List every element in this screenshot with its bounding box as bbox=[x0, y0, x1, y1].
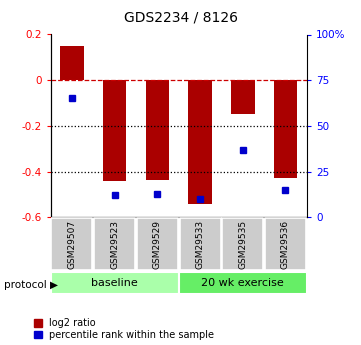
Text: GSM29529: GSM29529 bbox=[153, 219, 162, 269]
Legend: log2 ratio, percentile rank within the sample: log2 ratio, percentile rank within the s… bbox=[34, 318, 214, 340]
Bar bbox=[231, 80, 255, 115]
Text: baseline: baseline bbox=[91, 278, 138, 288]
Bar bbox=[274, 80, 297, 178]
Text: GDS2234 / 8126: GDS2234 / 8126 bbox=[123, 10, 238, 24]
Text: 20 wk exercise: 20 wk exercise bbox=[201, 278, 284, 288]
Bar bbox=[51, 218, 92, 270]
Bar bbox=[179, 272, 307, 294]
Text: protocol ▶: protocol ▶ bbox=[4, 280, 58, 289]
Bar bbox=[51, 272, 179, 294]
Bar bbox=[94, 218, 135, 270]
Bar bbox=[188, 80, 212, 204]
Bar bbox=[222, 218, 263, 270]
Text: GSM29523: GSM29523 bbox=[110, 219, 119, 269]
Text: GSM29507: GSM29507 bbox=[68, 219, 77, 269]
Text: GSM29535: GSM29535 bbox=[238, 219, 247, 269]
Bar bbox=[103, 80, 126, 181]
Bar bbox=[137, 218, 178, 270]
Bar bbox=[179, 218, 221, 270]
Bar bbox=[265, 218, 306, 270]
Bar bbox=[60, 46, 84, 80]
Text: GSM29533: GSM29533 bbox=[196, 219, 205, 269]
Text: GSM29536: GSM29536 bbox=[281, 219, 290, 269]
Bar bbox=[145, 80, 169, 180]
